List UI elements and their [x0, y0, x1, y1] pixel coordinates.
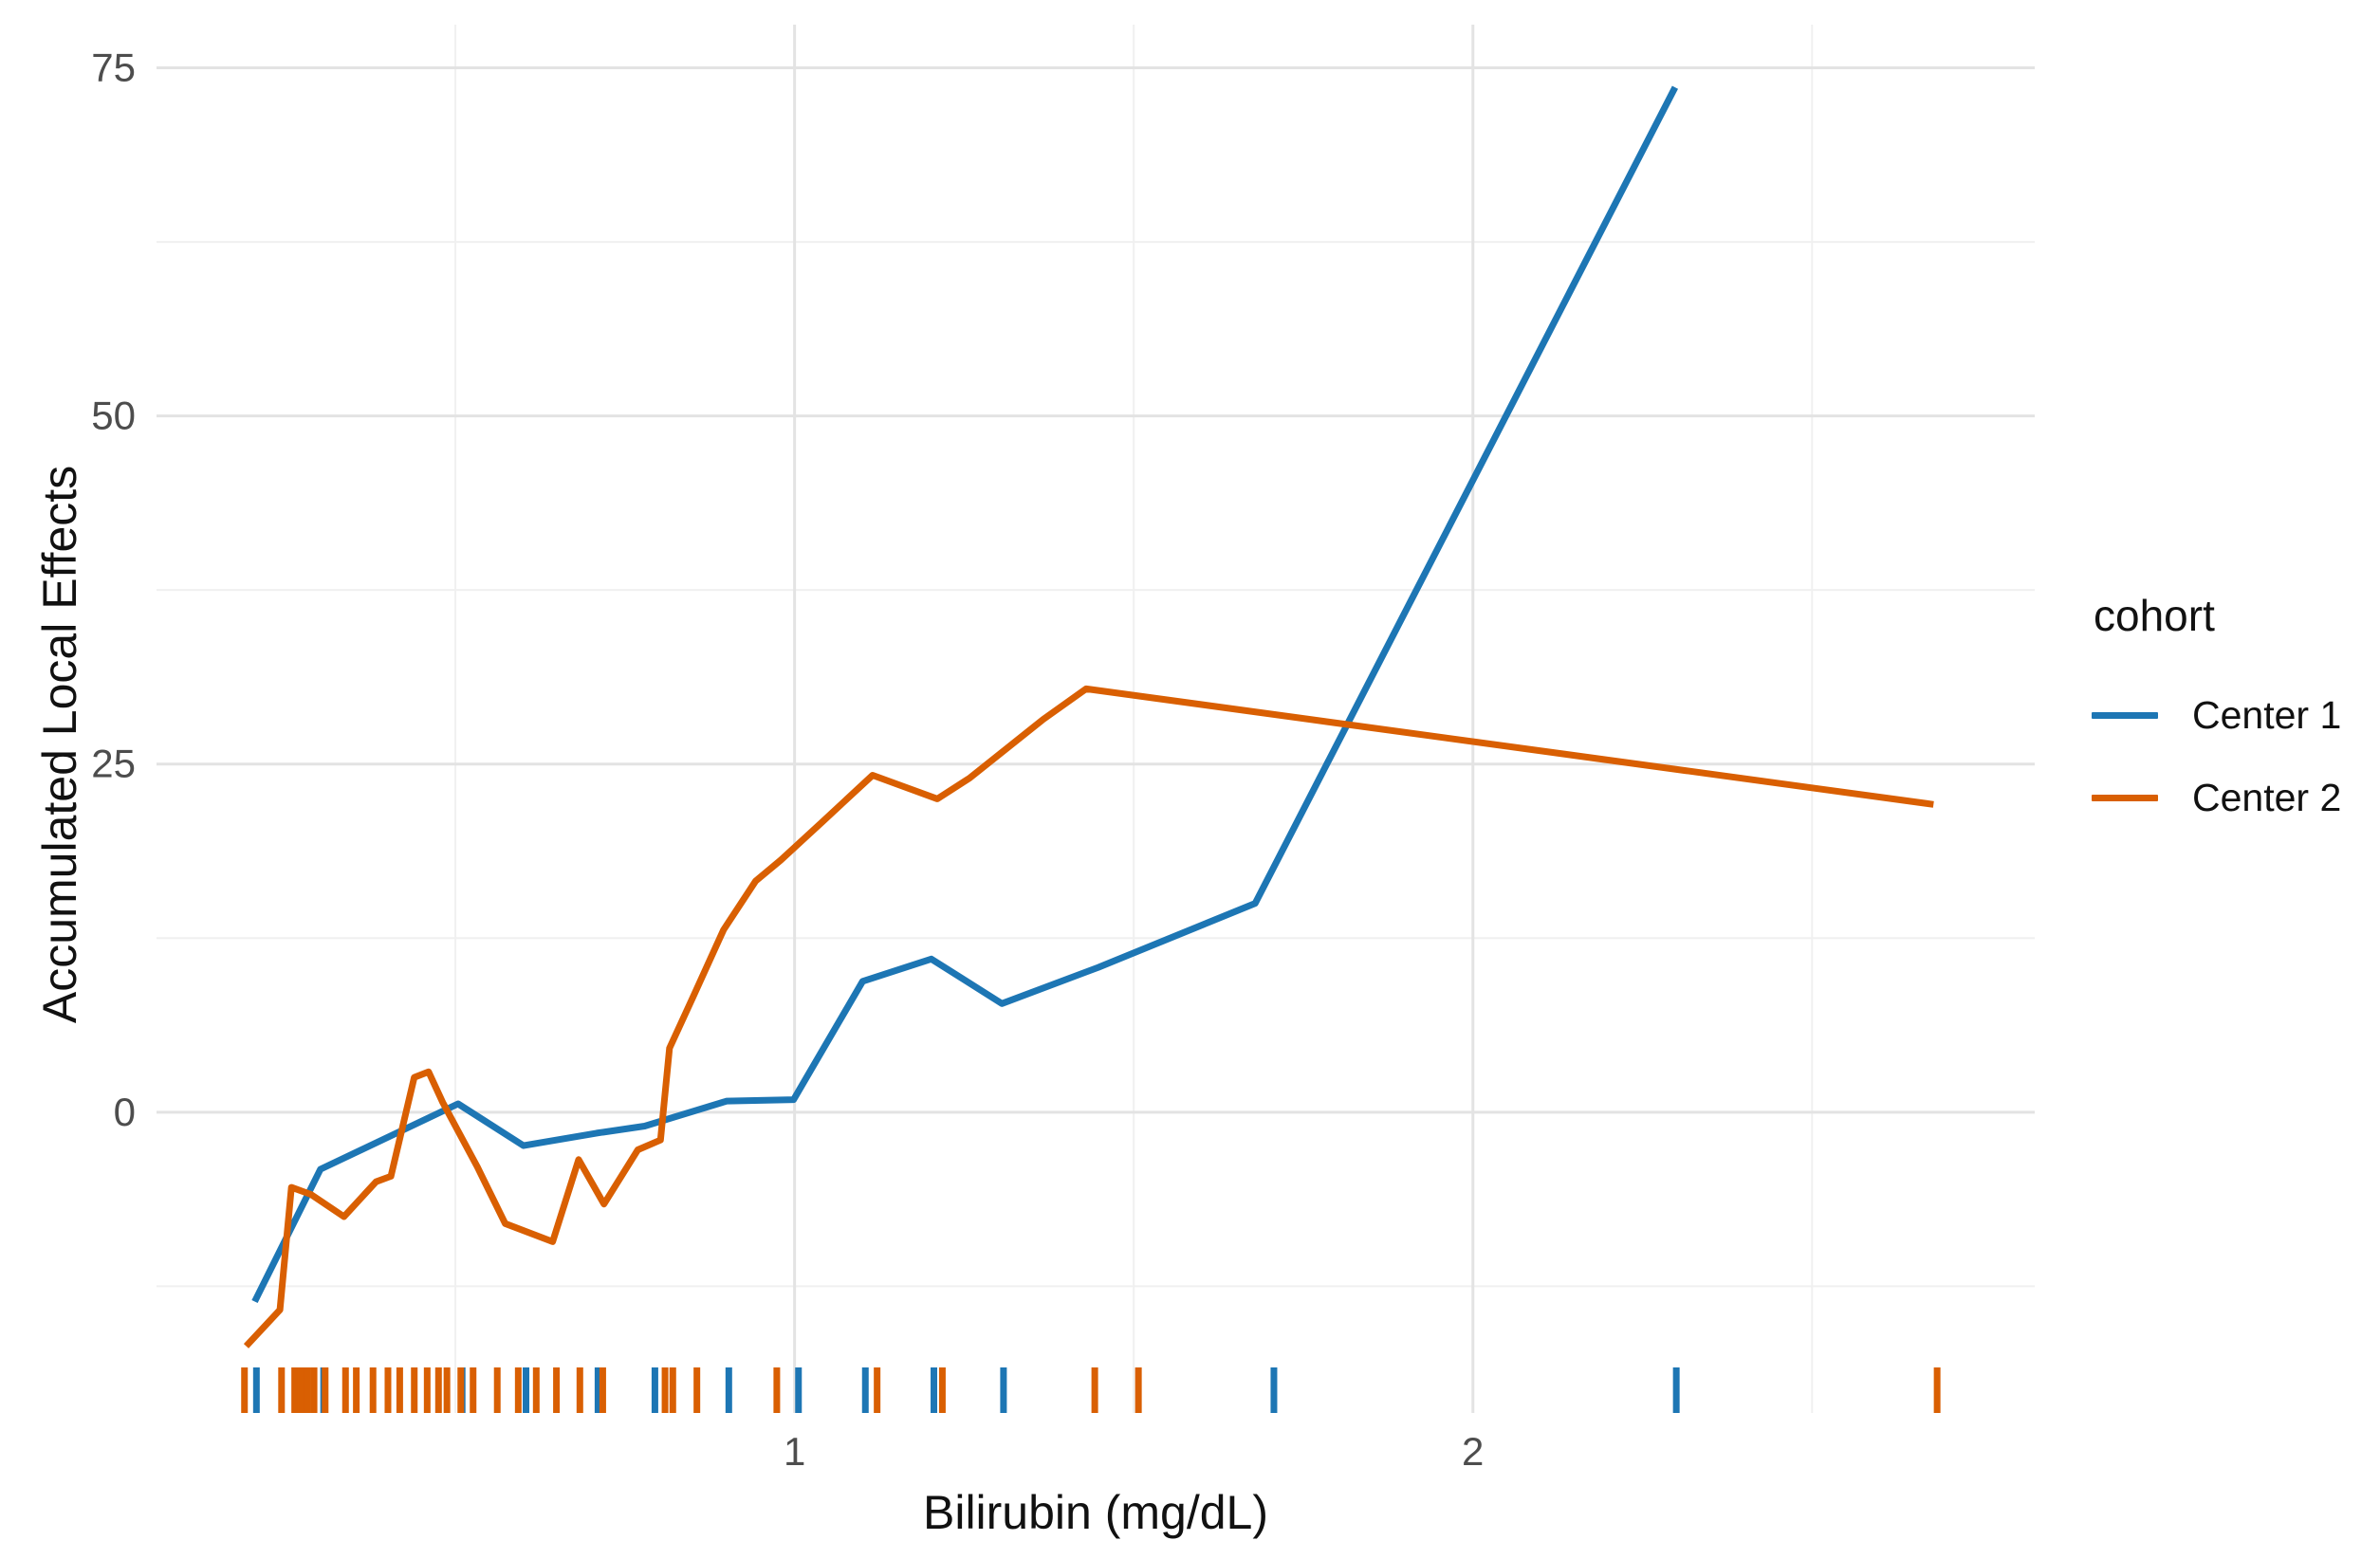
y-tick-label: 0 — [114, 1090, 136, 1134]
legend-key-line-center1 — [2092, 711, 2158, 719]
series-line-center2 — [243, 685, 1934, 1348]
y-tick-label: 50 — [91, 394, 136, 438]
y-tick-label: 25 — [91, 742, 136, 786]
legend-item-center1: Center 1 — [2092, 692, 2342, 737]
series-line-center1 — [251, 85, 1679, 1304]
y-tick-label: 75 — [91, 46, 136, 90]
x-axis-title: Bilirubin (mg/dL) — [922, 1486, 1268, 1539]
legend-title: cohort — [2094, 591, 2215, 640]
legend-item-center2: Center 2 — [2092, 775, 2342, 819]
x-tick-label: 1 — [784, 1429, 805, 1474]
legend-label-center1: Center 1 — [2192, 692, 2342, 737]
legend-label-center2: Center 2 — [2192, 775, 2342, 819]
x-tick-label: 2 — [1462, 1429, 1484, 1474]
y-axis-title: Accumulated Local Effects — [33, 465, 86, 1024]
legend-key-line-center2 — [2092, 794, 2158, 801]
